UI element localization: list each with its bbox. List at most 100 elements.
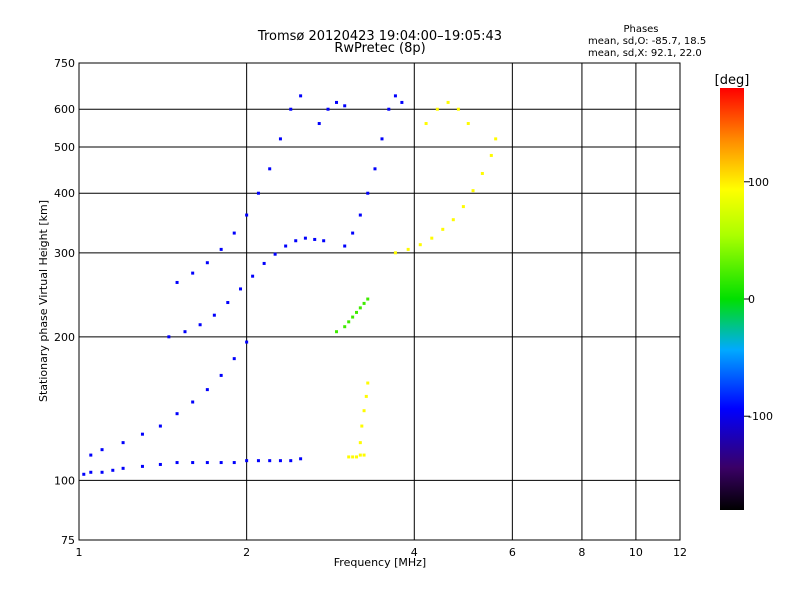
- data-point: [232, 357, 236, 361]
- data-point: [245, 340, 249, 344]
- data-point: [446, 100, 450, 104]
- data-point: [256, 191, 260, 195]
- data-point: [205, 261, 209, 265]
- x-tick-label: 8: [578, 546, 585, 559]
- data-point: [406, 247, 410, 251]
- data-point: [358, 441, 362, 445]
- data-point: [313, 237, 317, 241]
- y-tick-label: 300: [54, 247, 75, 260]
- colorbar-tick-label: 100: [748, 176, 769, 189]
- x-tick-label: 12: [673, 546, 687, 559]
- data-point: [480, 171, 484, 175]
- data-point: [366, 191, 370, 195]
- data-point: [294, 239, 298, 243]
- stats-heading: Phases: [623, 24, 658, 35]
- data-point: [461, 205, 465, 209]
- data-point: [212, 313, 216, 317]
- data-points: [82, 94, 498, 476]
- data-point: [191, 271, 195, 275]
- data-point: [268, 459, 272, 463]
- data-point: [400, 100, 404, 104]
- data-point: [366, 297, 370, 301]
- y-axis-label: Stationary phase Virtual Height [km]: [37, 200, 50, 402]
- data-point: [245, 459, 249, 463]
- x-tick-label: 4: [411, 546, 418, 559]
- data-point: [343, 244, 347, 248]
- data-point: [226, 301, 230, 305]
- data-point: [232, 231, 236, 235]
- y-tick-label: 75: [61, 534, 75, 547]
- data-point: [335, 100, 339, 104]
- x-tick-label: 2: [243, 546, 250, 559]
- data-point: [89, 470, 93, 474]
- data-point: [205, 388, 209, 392]
- data-point: [362, 453, 366, 457]
- data-point: [175, 280, 179, 284]
- data-point: [373, 167, 377, 171]
- data-point: [278, 137, 282, 141]
- data-point: [326, 107, 330, 111]
- data-point: [418, 243, 422, 247]
- data-point: [245, 213, 249, 217]
- data-point: [362, 409, 366, 413]
- stats-line-o: mean, sd,O: -85.7, 18.5: [588, 36, 706, 47]
- data-point: [358, 213, 362, 217]
- data-point: [435, 107, 439, 111]
- data-point: [358, 453, 362, 457]
- data-point: [219, 373, 223, 377]
- data-point: [366, 381, 370, 385]
- chart-subtitle: RwPretec (8p): [334, 41, 425, 56]
- data-point: [278, 459, 282, 463]
- data-point: [355, 455, 359, 459]
- x-axis-ticks: 1 2 4 6 8 10 12: [76, 546, 688, 559]
- data-point: [347, 455, 351, 459]
- y-tick-label: 100: [54, 474, 75, 487]
- x-tick-label: 10: [629, 546, 643, 559]
- data-point: [183, 330, 187, 334]
- y-tick-label: 400: [54, 187, 75, 200]
- data-point: [284, 244, 288, 248]
- colorbar-tick-label: 0: [748, 293, 755, 306]
- data-point: [191, 461, 195, 465]
- data-point: [167, 335, 171, 339]
- data-point: [424, 122, 428, 126]
- data-point: [158, 424, 162, 428]
- data-point: [175, 461, 179, 465]
- y-tick-label: 200: [54, 331, 75, 344]
- data-point: [121, 466, 125, 470]
- y-tick-label: 500: [54, 141, 75, 154]
- data-point: [322, 239, 326, 243]
- data-point: [100, 448, 104, 452]
- data-point: [380, 137, 384, 141]
- data-point: [360, 424, 364, 428]
- colorbar-tick-label: -100: [748, 410, 773, 423]
- data-point: [358, 306, 362, 310]
- plot-frame: [78, 62, 681, 541]
- data-point: [256, 459, 260, 463]
- colorbar: [720, 88, 744, 510]
- data-point: [191, 400, 195, 404]
- stats-line-x: mean, sd,X: 92.1, 22.0: [588, 48, 702, 59]
- data-point: [158, 462, 162, 466]
- data-point: [494, 137, 498, 141]
- data-point: [466, 122, 470, 126]
- data-point: [489, 153, 493, 157]
- data-point: [335, 330, 339, 334]
- data-point: [262, 261, 266, 265]
- data-point: [355, 310, 359, 314]
- data-point: [351, 315, 355, 319]
- data-point: [451, 218, 455, 222]
- data-point: [121, 441, 125, 445]
- data-point: [82, 472, 86, 476]
- colorbar-label: [deg]: [715, 73, 750, 88]
- data-point: [343, 325, 347, 329]
- data-point: [100, 470, 104, 474]
- data-point: [303, 236, 307, 240]
- data-point: [219, 461, 223, 465]
- y-tick-label: 750: [54, 57, 75, 70]
- data-point: [299, 457, 303, 461]
- data-point: [251, 274, 255, 278]
- data-point: [89, 453, 93, 457]
